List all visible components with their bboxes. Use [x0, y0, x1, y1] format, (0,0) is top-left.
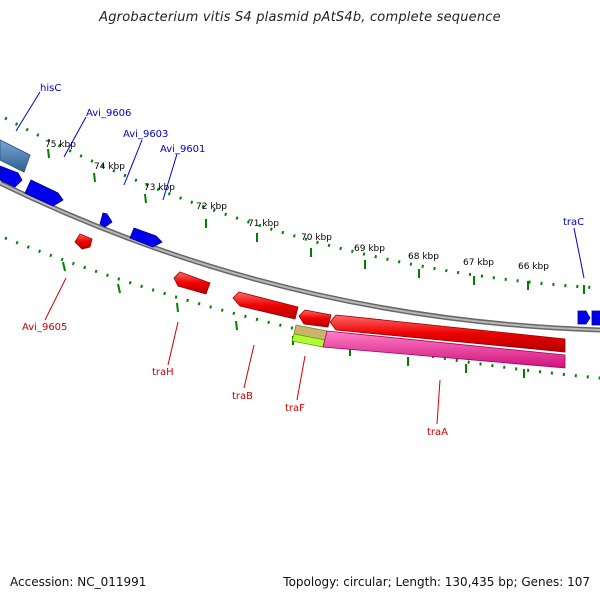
gene-hisC[interactable] — [0, 139, 31, 173]
scale-label: 75 kbp — [45, 140, 76, 150]
gene-cds-forward[interactable] — [577, 310, 591, 325]
gene-label-avi-9601: Avi_9601 — [160, 144, 205, 155]
gene-label-avi-9603: Avi_9603 — [123, 129, 168, 140]
topology-stats-text: Topology: circular; Length: 130,435 bp; … — [283, 575, 590, 589]
gene-cds-reverse[interactable] — [74, 233, 93, 250]
reverse-cds-group — [74, 233, 566, 353]
scale-label: 68 kbp — [408, 252, 439, 262]
gene-cds-reverse[interactable] — [298, 309, 332, 328]
scale-label: 73 kbp — [144, 183, 175, 193]
gene-label-traB: traB — [232, 391, 253, 402]
gene-cds-forward[interactable] — [99, 212, 113, 228]
reverse-label-leaders — [44, 277, 441, 425]
forward-label-leaders — [15, 91, 585, 279]
gene-label-hisC: hisC — [40, 83, 61, 94]
scale-label: 70 kbp — [301, 233, 332, 243]
gene-cds-forward[interactable] — [24, 179, 64, 207]
major-ticks-inner — [62, 261, 525, 378]
scale-label: 67 kbp — [463, 258, 494, 268]
gene-label-traA: traA — [427, 427, 448, 438]
gene-label-traH: traH — [152, 367, 174, 378]
scale-label: 72 kbp — [196, 202, 227, 212]
gene-cds-reverse[interactable] — [232, 291, 299, 320]
forward-cds-group — [0, 165, 600, 326]
scale-ring-outer — [4, 116, 600, 290]
gene-label-traC: traC — [563, 217, 584, 228]
major-ticks-outer — [47, 148, 585, 294]
scale-label: 66 kbp — [518, 262, 549, 272]
scale-ring-inner — [4, 236, 600, 380]
gene-cds-reverse[interactable] — [173, 271, 211, 295]
scale-label: 71 kbp — [248, 219, 279, 229]
gene-cds-reverse[interactable] — [329, 314, 566, 353]
plasmid-backbone — [0, 180, 600, 333]
gene-traA-feature[interactable] — [322, 330, 566, 369]
scale-label: 69 kbp — [354, 244, 385, 254]
gene-label-avi-9605: Avi_9605 — [22, 322, 67, 333]
gene-cds-forward[interactable] — [129, 227, 163, 248]
map-title: Agrobacterium vitis S4 plasmid pAtS4b, c… — [99, 10, 501, 25]
gene-cds-forward[interactable] — [0, 165, 23, 188]
accession-text: Accession: NC_011991 — [10, 575, 147, 589]
gene-cds-forward[interactable] — [591, 310, 600, 326]
scale-label: 74 kbp — [94, 162, 125, 172]
gene-label-avi-9606: Avi_9606 — [86, 108, 131, 119]
gene-label-traF: traF — [285, 403, 305, 414]
